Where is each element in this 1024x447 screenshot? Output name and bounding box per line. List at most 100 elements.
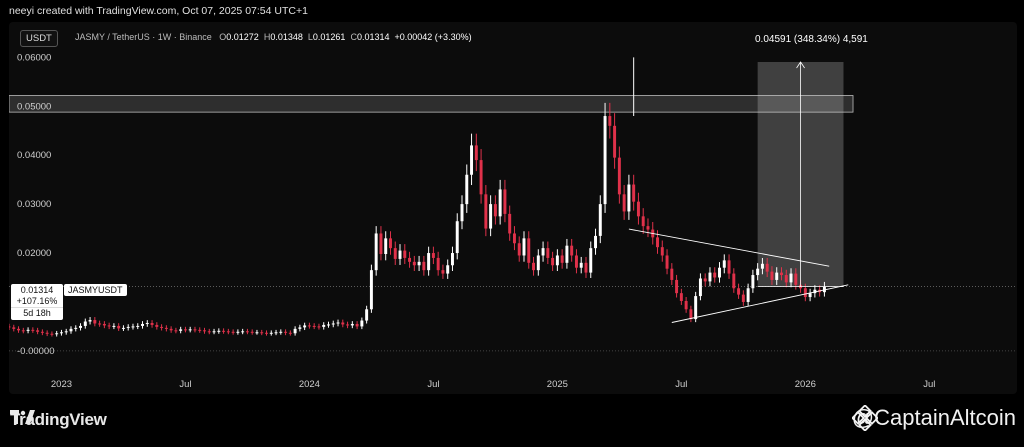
y-tick-label: 0.02000 xyxy=(17,248,51,259)
candle-body xyxy=(613,125,617,158)
measure-label: 0.04591 (348.34%) 4,591 xyxy=(755,34,868,45)
candle-body xyxy=(813,289,817,294)
ohlc-legend: JASMY / TetherUS · 1W · Binance O0.01272… xyxy=(75,32,472,42)
candle-body xyxy=(393,248,397,259)
candle-body xyxy=(770,271,774,280)
candle-body xyxy=(279,331,283,333)
low-label: L xyxy=(307,32,313,42)
candle-body xyxy=(713,272,717,278)
legend-symbol[interactable]: JASMY / TetherUS · 1W · Binance xyxy=(75,32,212,42)
candle-body xyxy=(255,332,259,334)
candle-body xyxy=(551,257,555,266)
candle-body xyxy=(298,327,302,329)
candle-body xyxy=(203,330,206,332)
candle-body xyxy=(12,327,16,329)
candle-body xyxy=(598,204,602,236)
candle-body xyxy=(665,255,669,269)
candle-body xyxy=(603,116,607,205)
candle-body xyxy=(250,331,254,333)
candle-body xyxy=(183,329,187,331)
candle-body xyxy=(241,331,245,333)
resistance-zone xyxy=(9,95,854,113)
candle-body xyxy=(141,323,144,326)
candle-body xyxy=(532,262,536,271)
candle-body xyxy=(489,204,493,229)
candle-body xyxy=(131,326,135,328)
price-chart[interactable]: 0.060000.050000.040000.030000.020000.010… xyxy=(9,22,1017,394)
candle-body xyxy=(756,268,760,276)
candle-body xyxy=(212,331,216,333)
candle-body xyxy=(765,263,769,272)
candle-body xyxy=(350,323,354,326)
bar-countdown: 5d 18h xyxy=(11,307,63,319)
candle-body xyxy=(374,233,378,271)
candle-body xyxy=(331,323,335,325)
candle-body xyxy=(288,332,292,334)
candle-body xyxy=(31,329,35,331)
candle-body xyxy=(474,145,478,161)
candle-body xyxy=(789,273,793,283)
candle-body xyxy=(503,189,507,214)
candle-body xyxy=(455,221,459,254)
last-price-percent: +107.16% xyxy=(16,296,58,306)
currency-button[interactable]: USDT xyxy=(20,30,58,47)
last-price-marker: 0.01314 +107.16% 5d 18h xyxy=(11,284,63,320)
candle-body xyxy=(107,325,111,327)
candle-body xyxy=(388,238,392,249)
candle-body xyxy=(803,288,807,298)
candle-body xyxy=(160,326,164,328)
candle-body xyxy=(703,278,707,282)
y-tick-label: 0.03000 xyxy=(17,199,51,210)
triangle-upper-line xyxy=(628,228,830,267)
candle-body xyxy=(632,184,636,202)
candle-body xyxy=(617,157,621,195)
candle-body xyxy=(536,255,540,271)
candle-body xyxy=(794,273,798,285)
candle-body xyxy=(169,328,173,331)
candle-body xyxy=(145,322,149,324)
candle-body xyxy=(236,331,240,333)
candle-body xyxy=(9,326,11,328)
candle-body xyxy=(741,294,745,302)
candle-body xyxy=(50,333,54,335)
candle-body xyxy=(412,261,416,266)
tradingview-logo[interactable]: TradingView xyxy=(10,410,107,430)
candle-body xyxy=(322,324,326,327)
candle-body xyxy=(307,325,311,327)
x-tick-label: Jul xyxy=(675,379,687,390)
candle-body xyxy=(498,189,502,217)
x-tick-label: 2023 xyxy=(51,379,72,390)
candle-body xyxy=(641,216,645,227)
candle-body xyxy=(574,255,578,268)
candle-body xyxy=(565,245,569,263)
candle-body xyxy=(570,245,574,256)
diamond-logo-icon xyxy=(851,405,878,431)
candle-body xyxy=(760,263,764,269)
y-tick-label: 0.06000 xyxy=(17,52,51,63)
candle-body xyxy=(398,250,402,259)
candles xyxy=(9,57,826,337)
candle-body xyxy=(40,331,44,333)
x-tick-label: 2025 xyxy=(547,379,568,390)
x-tick-label: 2026 xyxy=(795,379,816,390)
candle-body xyxy=(303,325,307,328)
candle-body xyxy=(265,332,268,334)
y-tick-label: -0.00000 xyxy=(17,346,55,357)
close-label: C xyxy=(350,32,357,42)
symbol-price-label: JASMYUSDT xyxy=(64,284,127,296)
candle-body xyxy=(508,213,512,234)
x-tick-label: Jul xyxy=(427,379,439,390)
tradingview-wordmark: TradingView xyxy=(10,410,107,429)
candle-body xyxy=(608,116,612,126)
high-label: H xyxy=(263,32,271,42)
candle-body xyxy=(660,247,664,256)
candle-body xyxy=(636,201,640,217)
candle-body xyxy=(188,329,192,331)
candle-body xyxy=(74,327,78,329)
candle-body xyxy=(522,238,526,256)
candle-body xyxy=(403,250,407,258)
candle-body xyxy=(427,253,431,271)
chart-panel[interactable]: 0.060000.050000.040000.030000.020000.010… xyxy=(9,22,1017,394)
candle-body xyxy=(126,326,130,328)
candle-body xyxy=(627,184,631,212)
